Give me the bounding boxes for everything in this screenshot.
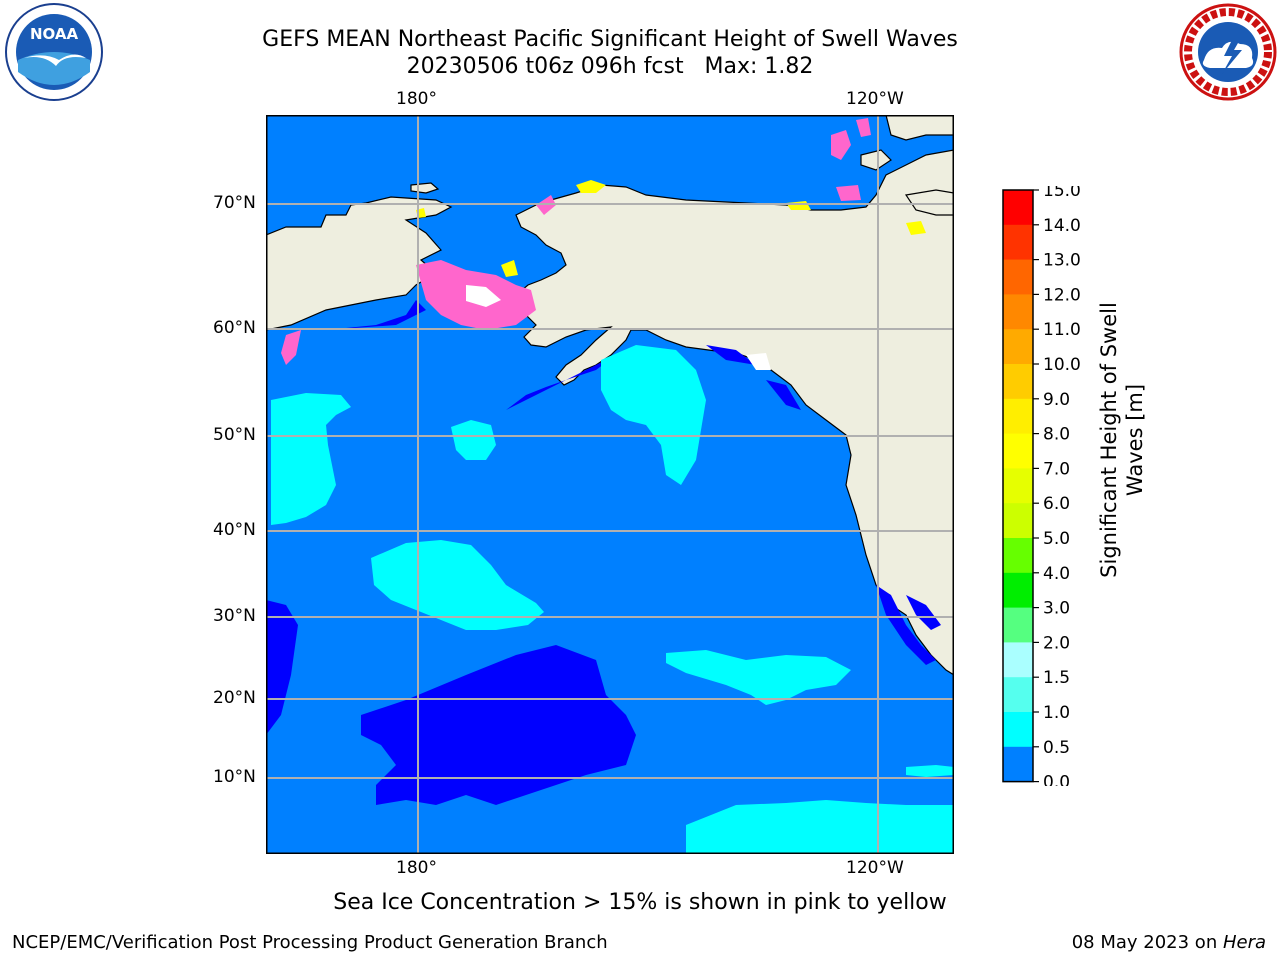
colorbar-tick-label: 1.0 bbox=[1043, 703, 1070, 723]
colorbar-segment bbox=[1003, 294, 1033, 330]
colorbar-tick-label: 0.0 bbox=[1043, 773, 1070, 786]
map-panel bbox=[266, 115, 954, 858]
colorbar-tick-label: 11.0 bbox=[1043, 320, 1081, 340]
colorbar-segment bbox=[1003, 538, 1033, 574]
colorbar-segment bbox=[1003, 642, 1033, 678]
colorbar-segment bbox=[1003, 468, 1033, 504]
colorbar-segment bbox=[1003, 364, 1033, 400]
lat-label-70n: 70°N bbox=[213, 193, 256, 213]
chart-subtitle: 20230506 t06z 096h fcst Max: 1.82 bbox=[406, 54, 814, 79]
colorbar-tick-label: 9.0 bbox=[1043, 390, 1070, 410]
footer-credit: NCEP/EMC/Verification Post Processing Pr… bbox=[12, 932, 608, 953]
lon-label-top-180: 180° bbox=[396, 89, 437, 109]
colorbar-frame bbox=[1002, 189, 1034, 783]
lat-label-40n: 40°N bbox=[213, 520, 256, 540]
chart-title: GEFS MEAN Northeast Pacific Significant … bbox=[262, 27, 958, 52]
open-gaps bbox=[466, 285, 771, 370]
map-frame bbox=[266, 115, 954, 854]
colorbar-tick-label: 15.0 bbox=[1043, 186, 1081, 201]
colorbar-title-text: Significant Height of Swell Waves [m] bbox=[1097, 302, 1147, 578]
colorbar-tick-label: 6.0 bbox=[1043, 494, 1070, 514]
colorbar-tick-label: 7.0 bbox=[1043, 459, 1070, 479]
swell-0-0.5-zones bbox=[266, 300, 941, 805]
colorbar-tick-label: 12.0 bbox=[1043, 285, 1081, 305]
lat-label-50n: 50°N bbox=[213, 425, 256, 445]
colorbar-segment bbox=[1003, 190, 1033, 226]
colorbar-tick-label: 4.0 bbox=[1043, 564, 1070, 584]
lon-label-bottom-180: 180° bbox=[396, 858, 437, 878]
lat-label-20n: 20°N bbox=[213, 688, 256, 708]
colorbar-segment bbox=[1003, 607, 1033, 643]
colorbar-segment bbox=[1003, 259, 1033, 295]
colorbar-segment bbox=[1003, 224, 1033, 261]
noaa-logo-text: NOAA bbox=[30, 25, 79, 43]
colorbar-segment bbox=[1003, 433, 1033, 469]
national-weather-service-logo bbox=[1178, 2, 1278, 106]
colorbar-segment bbox=[1003, 503, 1033, 539]
noaa-logo: NOAA bbox=[4, 2, 104, 106]
colorbar-tick-label: 3.0 bbox=[1043, 599, 1070, 619]
colorbar-tick-label: 1.5 bbox=[1043, 668, 1070, 688]
sea-ice-caption: Sea Ice Concentration > 15% is shown in … bbox=[333, 890, 947, 915]
colorbar-tick-label: 13.0 bbox=[1043, 251, 1081, 271]
colorbar-tick-label: 5.0 bbox=[1043, 529, 1070, 549]
colorbar-segment bbox=[1003, 398, 1033, 435]
colorbar-segment bbox=[1003, 572, 1033, 609]
colorbar-segment bbox=[1003, 677, 1033, 713]
colorbar-segment bbox=[1003, 746, 1033, 783]
lat-label-60n: 60°N bbox=[213, 318, 256, 338]
lat-label-30n: 30°N bbox=[213, 606, 256, 626]
colorbar: 15.0 14.0 13.0 12.0 11.0 10.0 9.0 8.0 7.0 6.0 5.0 4… bbox=[1000, 181, 1100, 793]
colorbar-segment bbox=[1003, 329, 1033, 365]
land-masses bbox=[266, 115, 954, 676]
colorbar-tick-label: 14.0 bbox=[1043, 216, 1081, 236]
colorbar-tick-label: 0.5 bbox=[1043, 738, 1070, 758]
footer-host: Hera bbox=[1222, 932, 1266, 953]
footer-date-text: 08 May 2023 on bbox=[1071, 932, 1223, 953]
lon-label-bottom-120w: 120°W bbox=[846, 858, 904, 878]
lat-label-10n: 10°N bbox=[213, 767, 256, 787]
colorbar-tick-label: 2.0 bbox=[1043, 633, 1070, 653]
gridlines bbox=[266, 115, 954, 854]
lon-label-top-120w: 120°W bbox=[846, 89, 904, 109]
colorbar-tick-label: 8.0 bbox=[1043, 425, 1070, 445]
colorbar-segment bbox=[1003, 712, 1033, 748]
colorbar-tick-label: 10.0 bbox=[1043, 355, 1081, 375]
swell-1-1.5-zones bbox=[271, 345, 954, 854]
footer-date: 08 May 2023 on Hera bbox=[1072, 932, 1266, 953]
